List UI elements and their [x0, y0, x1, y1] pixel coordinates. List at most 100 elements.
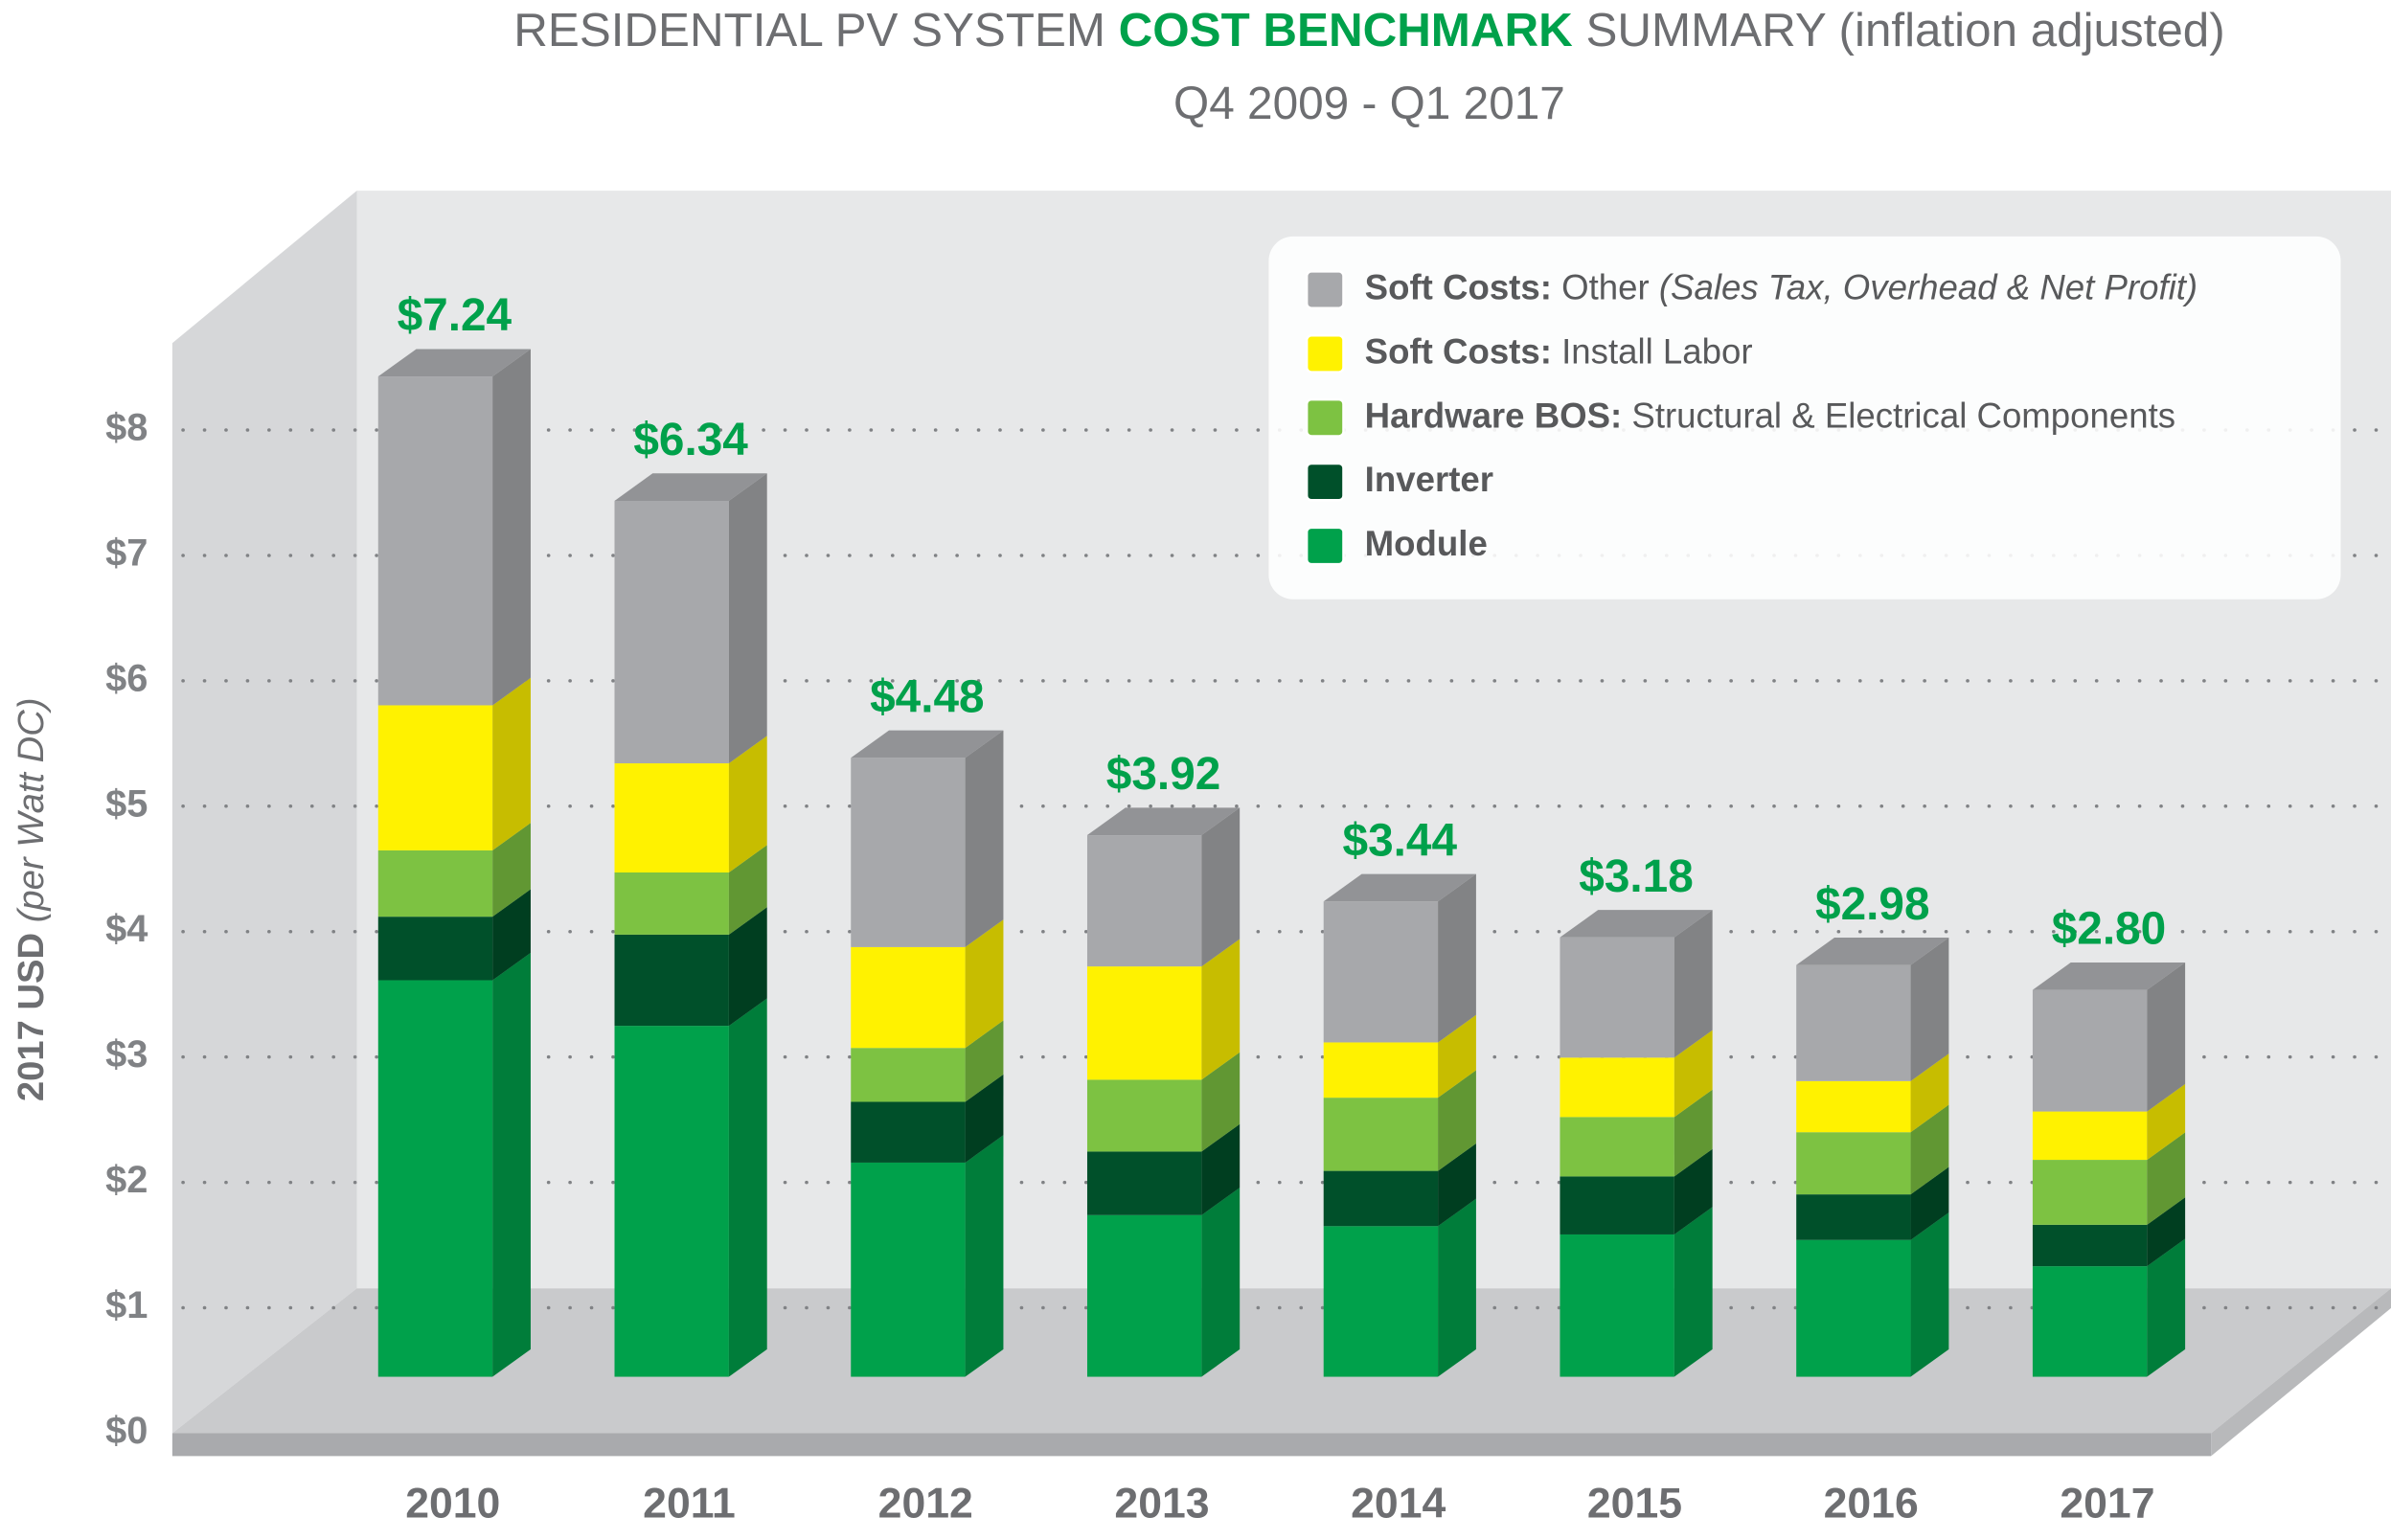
bar-segment — [614, 1026, 729, 1377]
total-label: $3.92 — [1106, 749, 1221, 800]
bar-top-shade — [1796, 938, 1949, 965]
bar-segment — [1323, 1042, 1439, 1098]
bar-side-shade — [2147, 962, 2186, 1112]
bar-side-shade — [1201, 939, 1241, 1080]
legend-swatch — [1306, 397, 1345, 438]
bar-segment-side — [1910, 1166, 1949, 1240]
y-tick-label: $6 — [105, 657, 148, 699]
bar-top — [1796, 938, 1949, 965]
bar-segment-side — [1438, 873, 1476, 1043]
bar-segment-side — [1201, 1188, 1241, 1377]
bars: $7.24 2010 $6.34 2011 $4.48 2012 $3.92 2013 $3.4… — [377, 290, 2186, 1528]
bar-segment-side — [2147, 1238, 2186, 1377]
y-tick-label: $3 — [105, 1033, 148, 1076]
bar-segment — [851, 1048, 966, 1102]
bar-segment-side — [965, 919, 1004, 1049]
total-label: $6.34 — [633, 415, 748, 465]
bar-segment — [377, 705, 493, 850]
total-label: $4.48 — [870, 671, 985, 722]
bar-segment-side — [1910, 1212, 1949, 1377]
bar-segment-side — [2147, 1132, 2186, 1225]
bar-segment — [1560, 1057, 1674, 1118]
legend-swatch — [1306, 526, 1345, 566]
bar-side-shade — [1438, 1198, 1476, 1377]
bar-top — [614, 473, 767, 501]
bar-top — [2032, 962, 2186, 990]
title-highlight: COST BENCHMARK — [1119, 4, 1573, 57]
x-tick-label: 2010 — [405, 1481, 500, 1528]
legend-label: Soft Costs: Install Labor — [1365, 331, 1753, 371]
bar-segment-side — [1674, 1148, 1713, 1234]
bar-segment — [1796, 1132, 1911, 1195]
bar-side-shade — [1201, 1123, 1241, 1215]
bar-top-shade — [2032, 962, 2186, 990]
bar-segment — [377, 376, 493, 706]
bar-side-shade — [965, 1074, 1004, 1163]
bar-side-shade — [1201, 807, 1241, 967]
bar-segment — [377, 917, 493, 981]
bar-side-shade — [1910, 1104, 1949, 1195]
grid: $0 $1 $2 $3 $4 $5 $6 $7 $8 — [105, 407, 2391, 1452]
bar-side-shade — [1438, 873, 1476, 1043]
bar-segment-side — [2147, 962, 2186, 1112]
bar-side-shade — [965, 730, 1004, 947]
bar-side-shade — [1910, 938, 1949, 1081]
y-tick-label: $7 — [105, 532, 148, 574]
bar-side-shade — [728, 907, 767, 1027]
bar-segment — [1796, 1194, 1911, 1240]
bar-side-shade — [1674, 1148, 1713, 1234]
bar-side-shade — [1674, 1030, 1713, 1118]
bar-side-shade — [1910, 1166, 1949, 1240]
bar-segment-side — [1201, 1123, 1241, 1215]
bar-segment — [614, 872, 729, 935]
bar-side-shade — [728, 473, 767, 764]
bar-side-shade — [492, 952, 531, 1377]
legend-swatch — [1306, 462, 1345, 502]
bar-segment-side — [492, 823, 531, 917]
bar-segment — [1086, 835, 1202, 967]
total-label: $3.44 — [1343, 815, 1458, 866]
x-tick-label: 2017 — [2060, 1481, 2154, 1528]
legend: Soft Costs: Other (Sales Tax, Overhead &… — [1306, 267, 2197, 566]
bar-segment — [1086, 1214, 1202, 1377]
bar-segment-side — [1674, 1089, 1713, 1177]
bar-segment — [2032, 1224, 2148, 1267]
title-part: RESIDENTIAL PV SYSTEM — [513, 4, 1105, 57]
bar-segment — [851, 946, 966, 1049]
bar-segment-side — [2147, 1197, 2186, 1267]
bar-top — [1323, 873, 1476, 902]
legend-label: Hardware BOS: Structural & Electrical Co… — [1365, 396, 2175, 435]
bar-side-shade — [1910, 1053, 1949, 1133]
bar-segment — [851, 1101, 966, 1163]
y-tick-label: $4 — [105, 908, 148, 950]
bar-segment-side — [1674, 1207, 1713, 1377]
bar-segment-side — [728, 736, 767, 873]
bar-side-shade — [1438, 1143, 1476, 1227]
legend-label: Inverter — [1365, 460, 1493, 499]
legend-label: Soft Costs: Other (Sales Tax, Overhead &… — [1365, 267, 2197, 306]
bar-segment-side — [965, 730, 1004, 947]
bar-segment — [1560, 1234, 1674, 1377]
bar-segment-side — [1438, 1198, 1476, 1377]
bar-segment — [2032, 1266, 2148, 1377]
chart-title: RESIDENTIAL PV SYSTEM COST BENCHMARK SUM… — [513, 4, 2224, 57]
bar-segment — [1086, 1079, 1202, 1152]
chart-subtitle: Q4 2009 - Q1 2017 — [1173, 79, 1565, 129]
bar-segment-side — [492, 349, 531, 706]
bar-side-shade — [1674, 910, 1713, 1058]
bar-segment — [377, 980, 493, 1377]
bar-side-shade — [965, 1135, 1004, 1377]
floor-edge-side — [2211, 1288, 2391, 1457]
bar-segment-side — [1438, 1014, 1476, 1098]
bar-top-shade — [614, 473, 767, 501]
bar-top-shade — [377, 349, 531, 377]
bar-top — [1560, 910, 1713, 938]
total-label: $3.18 — [1579, 851, 1694, 902]
bar-side-shade — [728, 998, 767, 1377]
bar-segment-side — [728, 907, 767, 1027]
bar-side-shade — [492, 349, 531, 706]
floor-edge — [171, 1433, 2212, 1457]
bar-segment-side — [1910, 938, 1949, 1081]
y-label-part: 2017 USD — [11, 933, 52, 1101]
